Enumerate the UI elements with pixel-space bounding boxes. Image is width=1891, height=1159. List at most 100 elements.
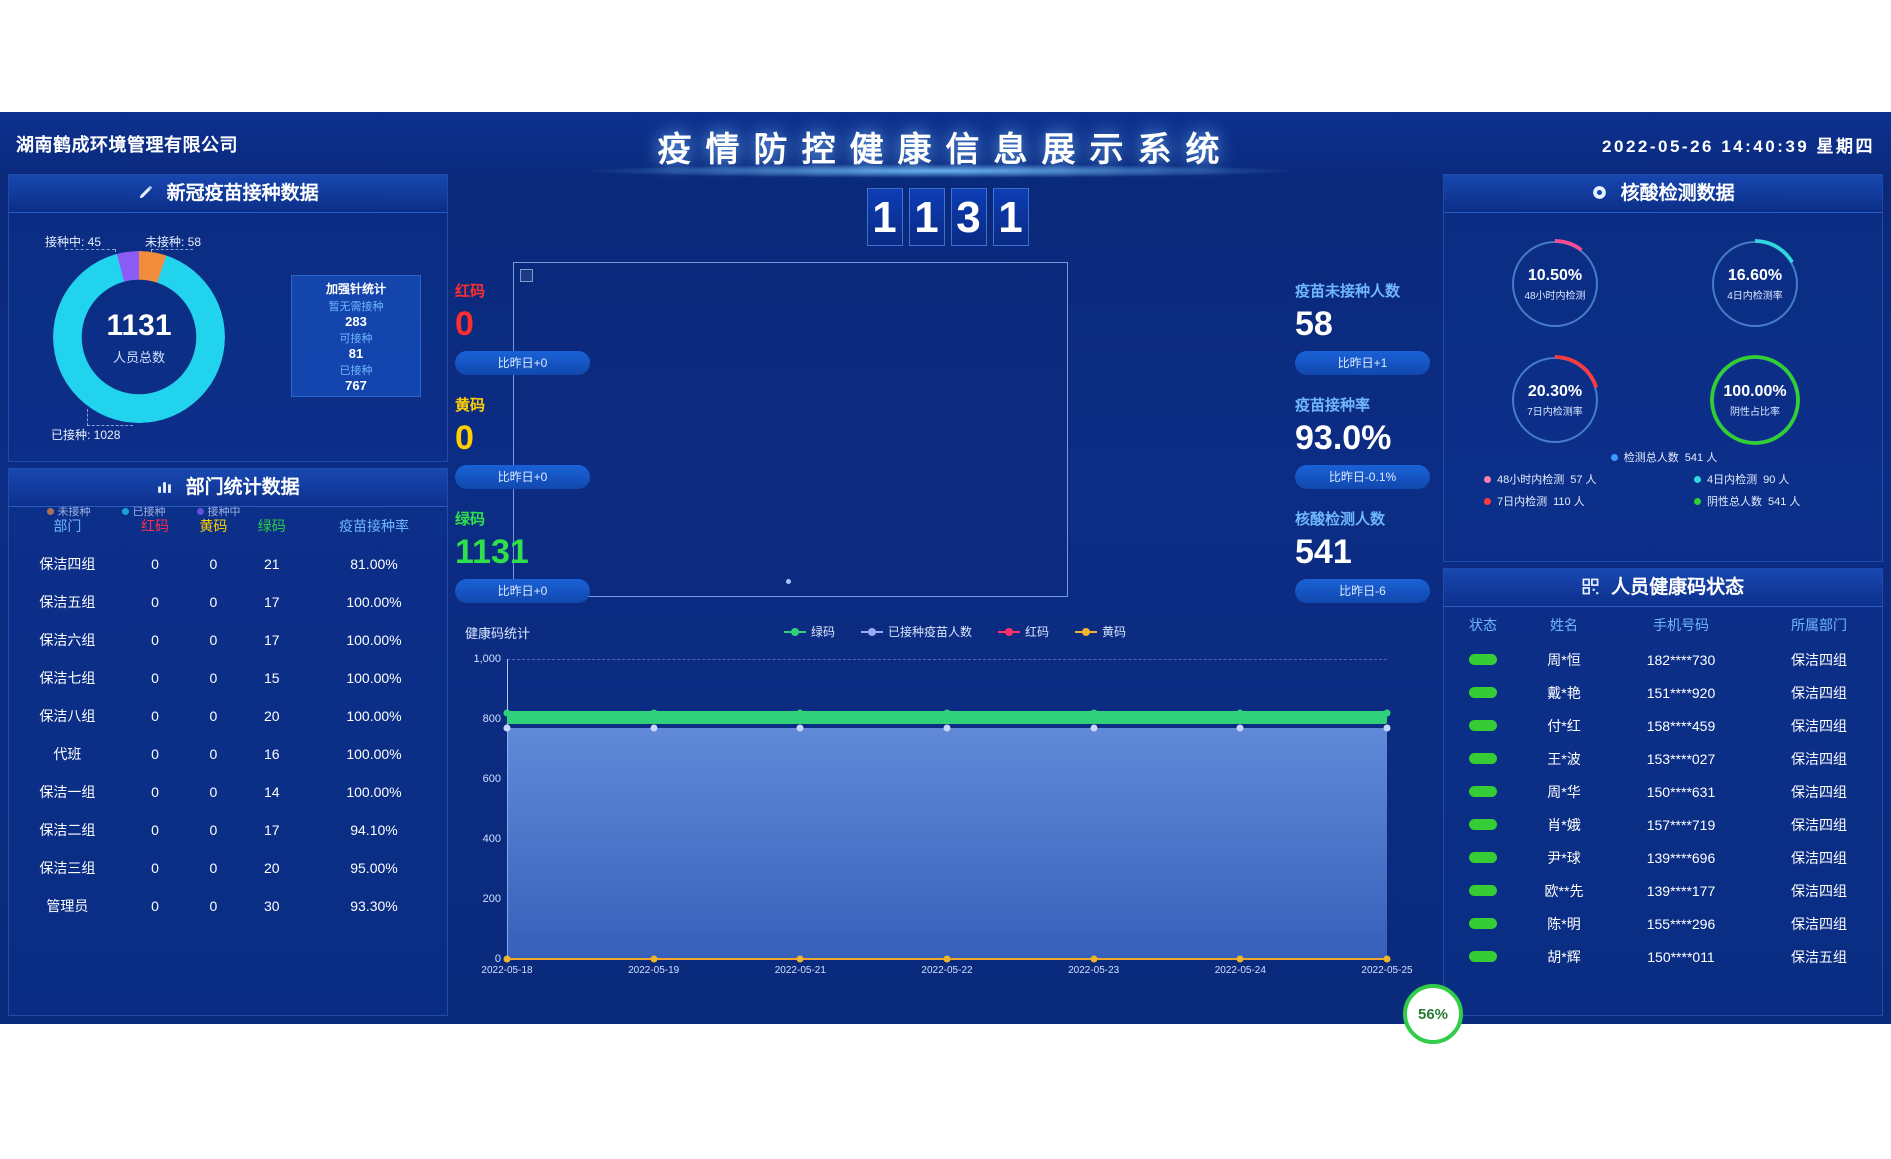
gauge-label: 阴性占比率 bbox=[1730, 406, 1780, 418]
department-panel-title: 部门统计数据 bbox=[9, 469, 447, 507]
status-badge bbox=[1444, 817, 1522, 833]
cell-name: 尹*球 bbox=[1547, 849, 1581, 866]
headcount-digit-1: 1 bbox=[908, 188, 945, 246]
leader-line bbox=[87, 425, 133, 426]
table-row[interactable]: 保洁八组 0 0 20 100.00% bbox=[9, 697, 447, 735]
legend-label: 已接种 bbox=[132, 506, 166, 518]
stat-value: 541 bbox=[1295, 533, 1352, 571]
list-item[interactable]: 戴*艳 151****920 保洁四组 bbox=[1444, 676, 1882, 709]
legend-label: 48小时内检测 bbox=[1497, 474, 1565, 486]
cell-yellow: 0 bbox=[209, 556, 218, 572]
chart-data-point bbox=[1090, 709, 1098, 717]
list-item[interactable]: 胡*辉 150****011 保洁五组 bbox=[1444, 940, 1882, 973]
cell-dept: 保洁七组 bbox=[39, 670, 96, 686]
legend-label: 未接种 bbox=[57, 506, 91, 518]
status-badge bbox=[1444, 784, 1522, 800]
cell-name: 戴*艳 bbox=[1547, 684, 1581, 701]
cell-red: 0 bbox=[151, 784, 159, 800]
cell-department: 保洁四组 bbox=[1791, 717, 1847, 734]
col-header-dept: 部门 bbox=[53, 518, 82, 534]
legend-label: 检测总人数 bbox=[1623, 452, 1679, 464]
nucleic-panel-title-text: 核酸检测数据 bbox=[1620, 183, 1735, 204]
legend-label: 接种中 bbox=[207, 506, 241, 518]
chart-legend-item-3[interactable]: 黄码 bbox=[1075, 623, 1126, 640]
cell-green: 17 bbox=[263, 632, 280, 648]
green-status-icon bbox=[1469, 653, 1497, 665]
chart-data-point bbox=[650, 709, 658, 717]
cell-green: 16 bbox=[263, 746, 280, 762]
legend-dot-icon bbox=[121, 507, 129, 515]
col-header-name: 姓名 bbox=[1550, 617, 1578, 633]
table-row[interactable]: 保洁五组 0 0 17 100.00% bbox=[9, 583, 447, 621]
chart-data-point bbox=[943, 724, 951, 732]
cell-green: 15 bbox=[263, 670, 280, 686]
chart-data-point bbox=[1090, 955, 1098, 963]
cell-department: 保洁四组 bbox=[1791, 849, 1847, 866]
cell-department: 保洁四组 bbox=[1791, 651, 1847, 668]
table-row[interactable]: 保洁七组 0 0 15 100.00% bbox=[9, 659, 447, 697]
personnel-health-panel: 人员健康码状态 状态 姓名 手机号码 所属部门 周*恒 182****730 保洁四… bbox=[1443, 568, 1883, 1016]
donut-total-value: 1131 bbox=[106, 308, 172, 342]
progress-badge[interactable]: 56% bbox=[1403, 984, 1463, 1044]
list-item[interactable]: 欧**先 139****177 保洁四组 bbox=[1444, 874, 1882, 907]
cell-red: 0 bbox=[151, 556, 159, 572]
table-row[interactable]: 保洁一组 0 0 14 100.00% bbox=[9, 773, 447, 811]
list-item[interactable]: 陈*明 155****296 保洁四组 bbox=[1444, 907, 1882, 940]
chart-legend: 绿码 已接种疫苗人数 红码 黄码 bbox=[655, 623, 1255, 640]
table-row[interactable]: 代班 0 0 16 100.00% bbox=[9, 735, 447, 773]
stat-label: 疫苗未接种人数 bbox=[1295, 283, 1401, 300]
table-row[interactable]: 保洁三组 0 0 20 95.00% bbox=[9, 849, 447, 887]
gauge-value: 16.60% bbox=[1727, 266, 1783, 284]
chart-legend-item-1[interactable]: 已接种疫苗人数 bbox=[860, 623, 972, 640]
stat-unvaccinated-count: 疫苗未接种人数 58 比昨日+1 bbox=[1295, 280, 1430, 375]
green-status-icon bbox=[1469, 818, 1497, 830]
nucleic-legend-negative: 阴性总人数 541 人 bbox=[1694, 493, 1844, 509]
list-item[interactable]: 周*华 150****631 保洁四组 bbox=[1444, 775, 1882, 808]
legend-value: 57 人 bbox=[1570, 474, 1597, 486]
cell-dept: 保洁四组 bbox=[39, 556, 96, 572]
table-row[interactable]: 管理员 0 0 30 93.30% bbox=[9, 887, 447, 925]
chart-data-point bbox=[650, 955, 658, 963]
cell-red: 0 bbox=[151, 746, 159, 762]
list-item[interactable]: 周*恒 182****730 保洁四组 bbox=[1444, 643, 1882, 676]
department-panel-title-text: 部门统计数据 bbox=[185, 477, 300, 498]
cell-yellow: 0 bbox=[209, 860, 218, 876]
col-header-yellow: 黄码 bbox=[199, 518, 228, 534]
health-table-body: 周*恒 182****730 保洁四组 戴*艳 151****920 保洁四组 付*红 158… bbox=[1444, 643, 1882, 973]
cell-department: 保洁四组 bbox=[1791, 684, 1847, 701]
list-item[interactable]: 付*红 158****459 保洁四组 bbox=[1444, 709, 1882, 742]
gauge-value: 20.30% bbox=[1527, 382, 1583, 400]
cell-yellow: 0 bbox=[209, 632, 218, 648]
cell-yellow: 0 bbox=[209, 822, 218, 838]
status-badge bbox=[1444, 652, 1522, 668]
cell-department: 保洁五组 bbox=[1791, 948, 1847, 965]
datetime-display: 2022-05-26 14:40:39 星期四 bbox=[1602, 137, 1875, 156]
chart-data-point bbox=[1383, 709, 1391, 717]
donut-ring bbox=[53, 251, 225, 423]
company-name: 湖南鹤成环境管理有限公司 bbox=[16, 135, 238, 155]
table-row[interactable]: 保洁六组 0 0 17 100.00% bbox=[9, 621, 447, 659]
list-item[interactable]: 肖*娥 157****719 保洁四组 bbox=[1444, 808, 1882, 841]
headcount-digit-0: 1 bbox=[866, 188, 903, 246]
cell-phone: 139****177 bbox=[1646, 882, 1716, 899]
headcount-digit-2: 3 bbox=[950, 188, 987, 246]
chart-data-point bbox=[796, 724, 804, 732]
chart-data-point bbox=[1236, 724, 1244, 732]
cell-rate: 100.00% bbox=[346, 746, 402, 762]
table-row[interactable]: 保洁四组 0 0 21 81.00% bbox=[9, 545, 447, 583]
status-badge bbox=[1444, 751, 1522, 767]
cell-dept: 保洁二组 bbox=[39, 822, 96, 838]
table-row[interactable]: 保洁二组 0 0 17 94.10% bbox=[9, 811, 447, 849]
chart-title: 健康码统计 bbox=[465, 626, 531, 641]
chart-y-tick-label: 200 bbox=[482, 893, 501, 905]
cell-name: 肖*娥 bbox=[1547, 816, 1581, 833]
chart-legend-item-0[interactable]: 绿码 bbox=[783, 623, 835, 640]
list-item[interactable]: 尹*球 139****696 保洁四组 bbox=[1444, 841, 1882, 874]
list-item[interactable]: 王*波 153****027 保洁四组 bbox=[1444, 742, 1882, 775]
chart-plot-area: 0 200 400 600 800 1,000 2022-05-18 2022-05-19 20… bbox=[473, 653, 1412, 976]
cell-red: 0 bbox=[151, 898, 159, 914]
system-title: 疫情防控健康信息展示系统 bbox=[657, 131, 1234, 169]
cell-dept: 保洁一组 bbox=[39, 784, 96, 800]
chart-legend-item-2[interactable]: 红码 bbox=[998, 623, 1049, 640]
